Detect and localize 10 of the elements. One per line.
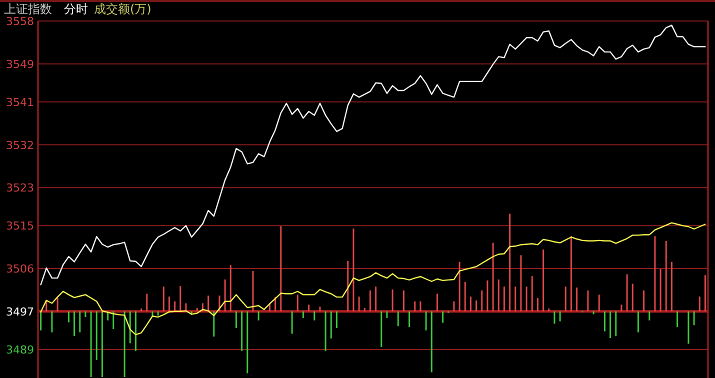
y-tick-label: 3549 (6, 58, 34, 71)
y-tick-label: 3523 (6, 182, 34, 195)
y-tick-label: 3532 (6, 138, 34, 152)
y-tick-label: 3541 (6, 96, 34, 109)
y-tick-label: 3489 (6, 343, 34, 356)
y-tick-label: 3558 (6, 15, 34, 28)
y-tick-label: 3515 (6, 220, 34, 233)
title: 上证指数 分时 成交额(万) (4, 2, 152, 16)
y-tick-label: 3497 (6, 305, 34, 318)
y-tick-label: 3506 (6, 262, 34, 276)
